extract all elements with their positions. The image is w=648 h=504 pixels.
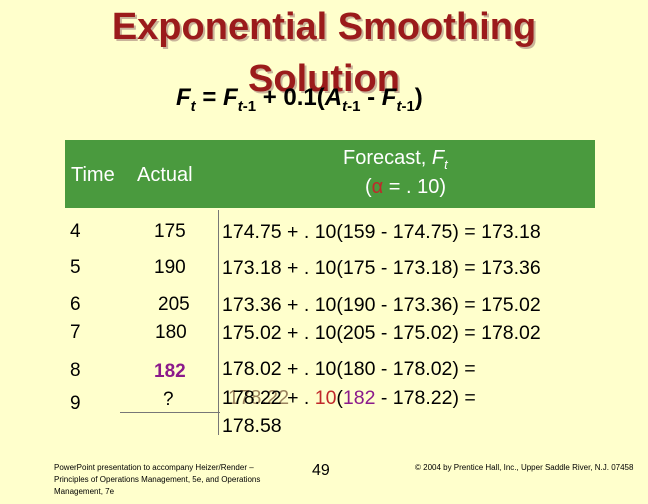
time-cell: 7: [70, 322, 81, 343]
time-cell: 5: [70, 257, 81, 278]
formula-sub: t-1: [396, 97, 415, 115]
formula-f: F: [223, 84, 238, 111]
slide-title: Exponential Smoothing: [111, 6, 537, 48]
header-actual: Actual: [137, 164, 193, 186]
time-cell: 4: [70, 221, 81, 242]
forecast-cell-last: 178.22 + . 10(182 - 178.22) =: [222, 387, 476, 409]
time-cell: 8: [70, 360, 81, 381]
forecast-cell: 178.02 + . 10(180 - 178.02) =: [222, 358, 476, 380]
slide-title-line2: Solution: [248, 58, 400, 100]
formula-a: A: [324, 84, 343, 111]
time-cell: 9: [70, 393, 81, 414]
formula-eq: =: [195, 84, 224, 111]
actual-cell: 190: [154, 257, 186, 278]
actual-cell-highlight: 182: [154, 361, 186, 382]
forecast-cell: 173.36 + . 10(190 - 173.36) = 175.02: [222, 294, 541, 316]
header-time: Time: [71, 164, 115, 186]
formula-close: ): [414, 84, 423, 111]
actual-cell: 205: [158, 294, 190, 315]
forecast-cell: 175.02 + . 10(205 - 175.02) = 178.02: [222, 322, 541, 344]
header-forecast: Forecast, Ft: [343, 147, 448, 172]
forecast-cell: 173.18 + . 10(175 - 173.18) = 173.36: [222, 257, 541, 279]
footer-copyright: © 2004 by Prentice Hall, Inc., Upper Sad…: [415, 463, 634, 472]
smoothing-formula: Ft = Ft-1 + 0.1(At-1 - Ft-1): [176, 84, 423, 115]
page-number: 49: [312, 462, 330, 479]
column-divider: [218, 210, 219, 435]
overlapping-value: 178.22: [228, 387, 290, 409]
header-alpha: (α = . 10): [365, 176, 447, 198]
formula-f: F: [176, 84, 191, 111]
formula-minus: -: [360, 84, 382, 111]
formula-sub: t-1: [342, 97, 361, 115]
table-header: Time Actual Forecast, Ft (α = . 10): [65, 140, 595, 208]
footer-credit: PowerPoint presentation to accompany Hei…: [54, 463, 261, 496]
time-cell: 6: [70, 294, 81, 315]
formula-f: F: [381, 84, 397, 111]
actual-cell: 180: [155, 322, 187, 343]
forecast-cell: 174.75 + . 10(159 - 174.75) = 173.18: [222, 221, 541, 243]
formula-sub: t-1: [237, 97, 257, 115]
forecast-result: 178.58: [222, 415, 282, 437]
alpha-symbol: α: [371, 176, 384, 198]
actual-cell: 175: [154, 221, 186, 242]
formula-plus: + 0.1(: [256, 84, 325, 111]
formula-sub: t: [190, 97, 196, 115]
actual-cell-unknown: ?: [163, 389, 174, 410]
row-divider: [120, 412, 220, 413]
